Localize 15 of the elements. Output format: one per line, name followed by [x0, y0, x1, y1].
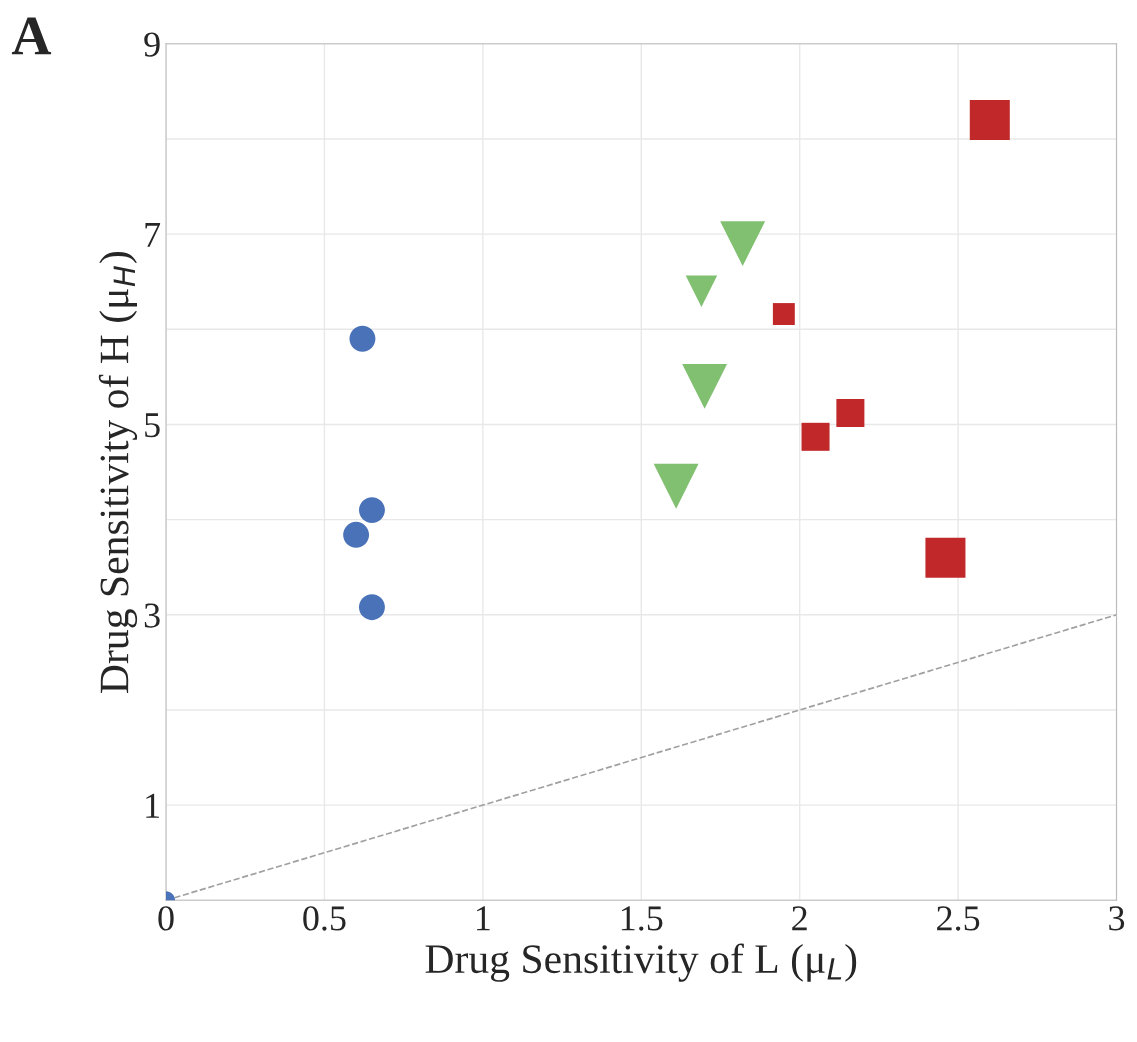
x-tick-label: 1.5: [621, 906, 663, 931]
y-axis-title: Drug Sensitivity of H (μ$_{H}$): [98, 252, 138, 693]
x-tick-label: 1: [476, 906, 490, 931]
y-tick-label: 3: [144, 603, 160, 628]
x-tick-label: 0.5: [303, 906, 346, 931]
x-tick-label: 2: [792, 906, 807, 931]
y-tick-label: 9: [144, 32, 160, 57]
y-tick-label: 1: [146, 793, 159, 818]
y-tick-label: 5: [145, 413, 160, 438]
text: A: [11, 17, 52, 55]
x-tick-label: 2.5: [937, 906, 980, 931]
x-axis-title: Drug Sensitivity of L (μ$_{L}$): [425, 943, 857, 982]
x-tick-label: 3: [1109, 906, 1125, 931]
x-tick-label: 0: [158, 906, 174, 931]
y-tick-label: 7: [145, 222, 161, 247]
